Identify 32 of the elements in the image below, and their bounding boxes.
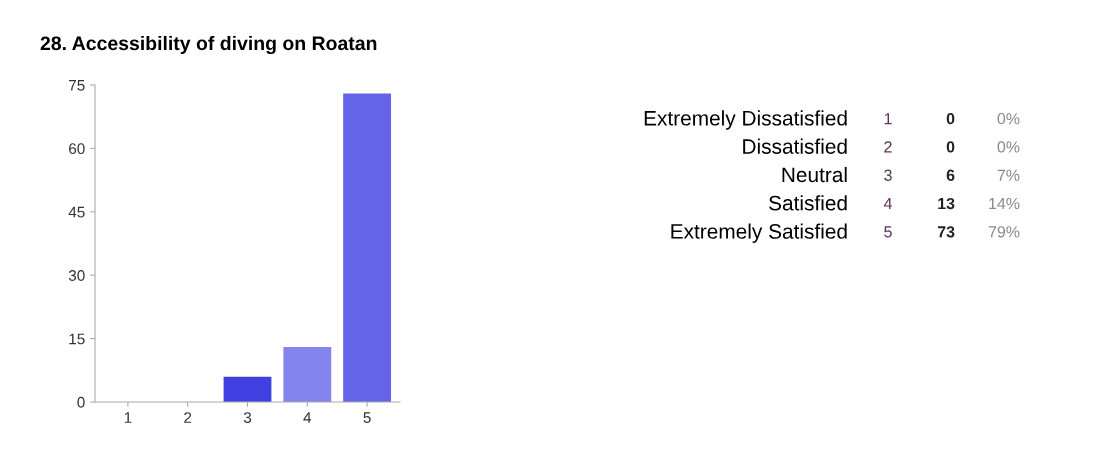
text: 14%: [989, 197, 1020, 210]
x-tick-label: 4: [303, 412, 312, 423]
y-tick-label: 15: [69, 333, 85, 345]
text: Extremely Satisfied: [671, 223, 847, 243]
text: Neutral: [782, 166, 847, 183]
category-label: 4: [883, 198, 892, 210]
y-tick-label: 45: [68, 206, 85, 218]
text: 13: [938, 197, 955, 210]
x-tick-label: 2: [184, 412, 192, 423]
text: 73: [937, 226, 955, 238]
chart-title: 28. Accessibility of diving on Roatan: [40, 35, 377, 55]
category-label: 1: [884, 113, 892, 125]
x-tick-label: 1: [124, 412, 132, 423]
y-tick-label: 30: [68, 270, 85, 281]
y-tick-label: 60: [69, 143, 85, 155]
text: 0: [946, 112, 955, 125]
category-label: 2: [884, 141, 892, 153]
x-tick-label: 5: [363, 412, 371, 423]
text: 7%: [997, 169, 1020, 181]
text: Extremely Dissatisfied: [644, 110, 847, 130]
category-label: 5: [884, 226, 892, 238]
text: 0%: [997, 141, 1020, 153]
x-tick-label: 3: [243, 412, 252, 423]
text: 6: [946, 169, 955, 181]
text: Dissatisfied: [743, 138, 847, 154]
text: 79%: [988, 226, 1020, 238]
text: Satisfied: [769, 195, 847, 211]
y-tick-label: 75: [69, 80, 85, 91]
text: 0: [946, 141, 955, 153]
y-tick-label: 0: [77, 396, 85, 408]
category-label: 3: [884, 169, 892, 181]
text: 0%: [997, 112, 1020, 125]
